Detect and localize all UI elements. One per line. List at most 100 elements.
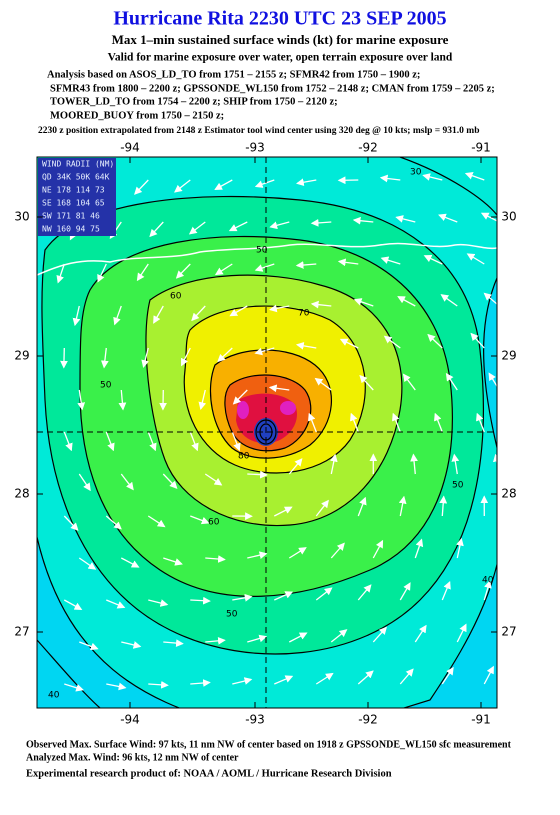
wind-arrow [149, 221, 164, 238]
wind-arrow [350, 412, 359, 433]
wind-arrow [288, 458, 303, 475]
wind-arrow [120, 473, 134, 491]
wind-arrows [53, 172, 497, 692]
wind-arrow [330, 542, 345, 559]
wind-arrow [399, 668, 414, 685]
analysis-line: SFMR43 from 1800 – 2200 z; GPSSONDE_WL15… [50, 83, 495, 94]
wind-arrow [488, 372, 497, 388]
wind-arrow [63, 599, 83, 610]
wind-arrow [121, 641, 142, 649]
analysis-line: Analysis based on ASOS_LD_TO from 1751 –… [47, 69, 420, 80]
contour-label: 40 [482, 576, 494, 586]
radii-row: NW 160 94 75 [42, 225, 100, 234]
wind-arrow [105, 431, 115, 452]
wind-arrow [441, 666, 454, 685]
wind-arrow [414, 624, 427, 643]
wind-arrow [438, 213, 458, 223]
wind-arrow [295, 342, 317, 350]
wind-arrow [269, 221, 290, 230]
contour-lines [37, 157, 497, 708]
wind-arrow [56, 263, 65, 284]
wind-arrow [414, 538, 424, 559]
lat-label: 29 [14, 349, 29, 363]
wind-arrow [483, 665, 494, 685]
wind-arrow [247, 634, 268, 643]
wind-arrow [273, 506, 293, 517]
wind-arrow [315, 499, 329, 517]
wind-arrow [189, 431, 199, 452]
wind-arrow [254, 179, 275, 188]
contour-label: 50 [452, 481, 464, 491]
wind-arrow [268, 384, 290, 393]
radii-row: NE 178 114 73 [42, 186, 105, 195]
wind-arrow [434, 412, 443, 433]
position-note: 2230 z position extrapolated from 2148 z… [38, 126, 479, 136]
radii-row: WIND RADII (NM) [42, 160, 114, 169]
wind-arrow [466, 253, 485, 265]
lat-label: 27 [14, 625, 29, 639]
wind-arrow [229, 305, 248, 317]
wind-arrow [288, 632, 308, 643]
wind-arrow [274, 675, 294, 685]
wind-arrow [353, 298, 374, 307]
wind-arrow [310, 300, 332, 309]
coastline [37, 242, 497, 276]
wind-arrow [357, 496, 367, 517]
wind-arrow [395, 215, 416, 223]
wind-arrow [63, 431, 73, 452]
wind-arrow [118, 389, 127, 411]
lat-label: 28 [14, 487, 29, 501]
wind-arrow [315, 587, 333, 601]
wind-arrow [398, 495, 407, 517]
wind-arrow [162, 473, 178, 489]
radii-row: SE 168 104 65 [42, 199, 105, 208]
wind-arrow [163, 557, 183, 566]
analysis-line: MOORED_BUOY from 1750 – 2150 z; [50, 110, 224, 121]
wind-arrow [402, 373, 416, 391]
wind-arrow [190, 679, 211, 687]
wind-arrow [445, 372, 458, 391]
wind-arrow [295, 261, 317, 269]
wind-arrow [205, 555, 226, 563]
wind-arrow [72, 305, 81, 327]
contour-label: 50 [226, 610, 238, 620]
wind-arrow [422, 173, 443, 181]
wind-arrow [254, 347, 275, 356]
wind-arrow [198, 389, 207, 411]
wind-arrow [147, 431, 157, 452]
wind-arrow [269, 304, 290, 313]
wind-arrow [254, 263, 275, 272]
wind-arrow [190, 515, 210, 525]
wind-arrow [214, 179, 233, 190]
wind-arrow [141, 347, 149, 368]
wind-arrow [483, 580, 492, 601]
wind-arrow [288, 547, 307, 559]
radii-bg [38, 158, 116, 236]
wind-arrow [147, 515, 166, 528]
wind-arrow [100, 347, 109, 369]
radii-row: QD 34K 50K 64K [42, 173, 110, 182]
lat-label: 30 [501, 210, 516, 224]
wind-arrow [427, 333, 443, 349]
lon-label: -91 [471, 141, 491, 155]
lon-label: -94 [120, 141, 140, 155]
core [237, 401, 249, 419]
analyzed: Analyzed Max. Wind: 96 kts, 12 nm NW of … [26, 752, 239, 763]
wind-arrow [148, 599, 169, 607]
wind-arrow [379, 174, 401, 183]
wind-arrow [357, 670, 374, 685]
contour-label: 30 [410, 168, 422, 178]
wind-arrow [359, 374, 374, 391]
subtitle: Max 1–min sustained surface winds (kt) f… [112, 32, 449, 47]
lon-label: -93 [245, 141, 265, 155]
wind-arrow [383, 335, 401, 349]
wind-arrow [105, 515, 122, 530]
wind-arrow [399, 582, 411, 601]
wind-arrow [78, 473, 91, 492]
wind-arrow [480, 212, 497, 222]
wind-arrow [337, 258, 359, 267]
wind-arrow [464, 172, 485, 181]
wind-arrow [247, 551, 268, 559]
wind-arrow [134, 179, 149, 195]
wind-arrow [314, 377, 332, 391]
